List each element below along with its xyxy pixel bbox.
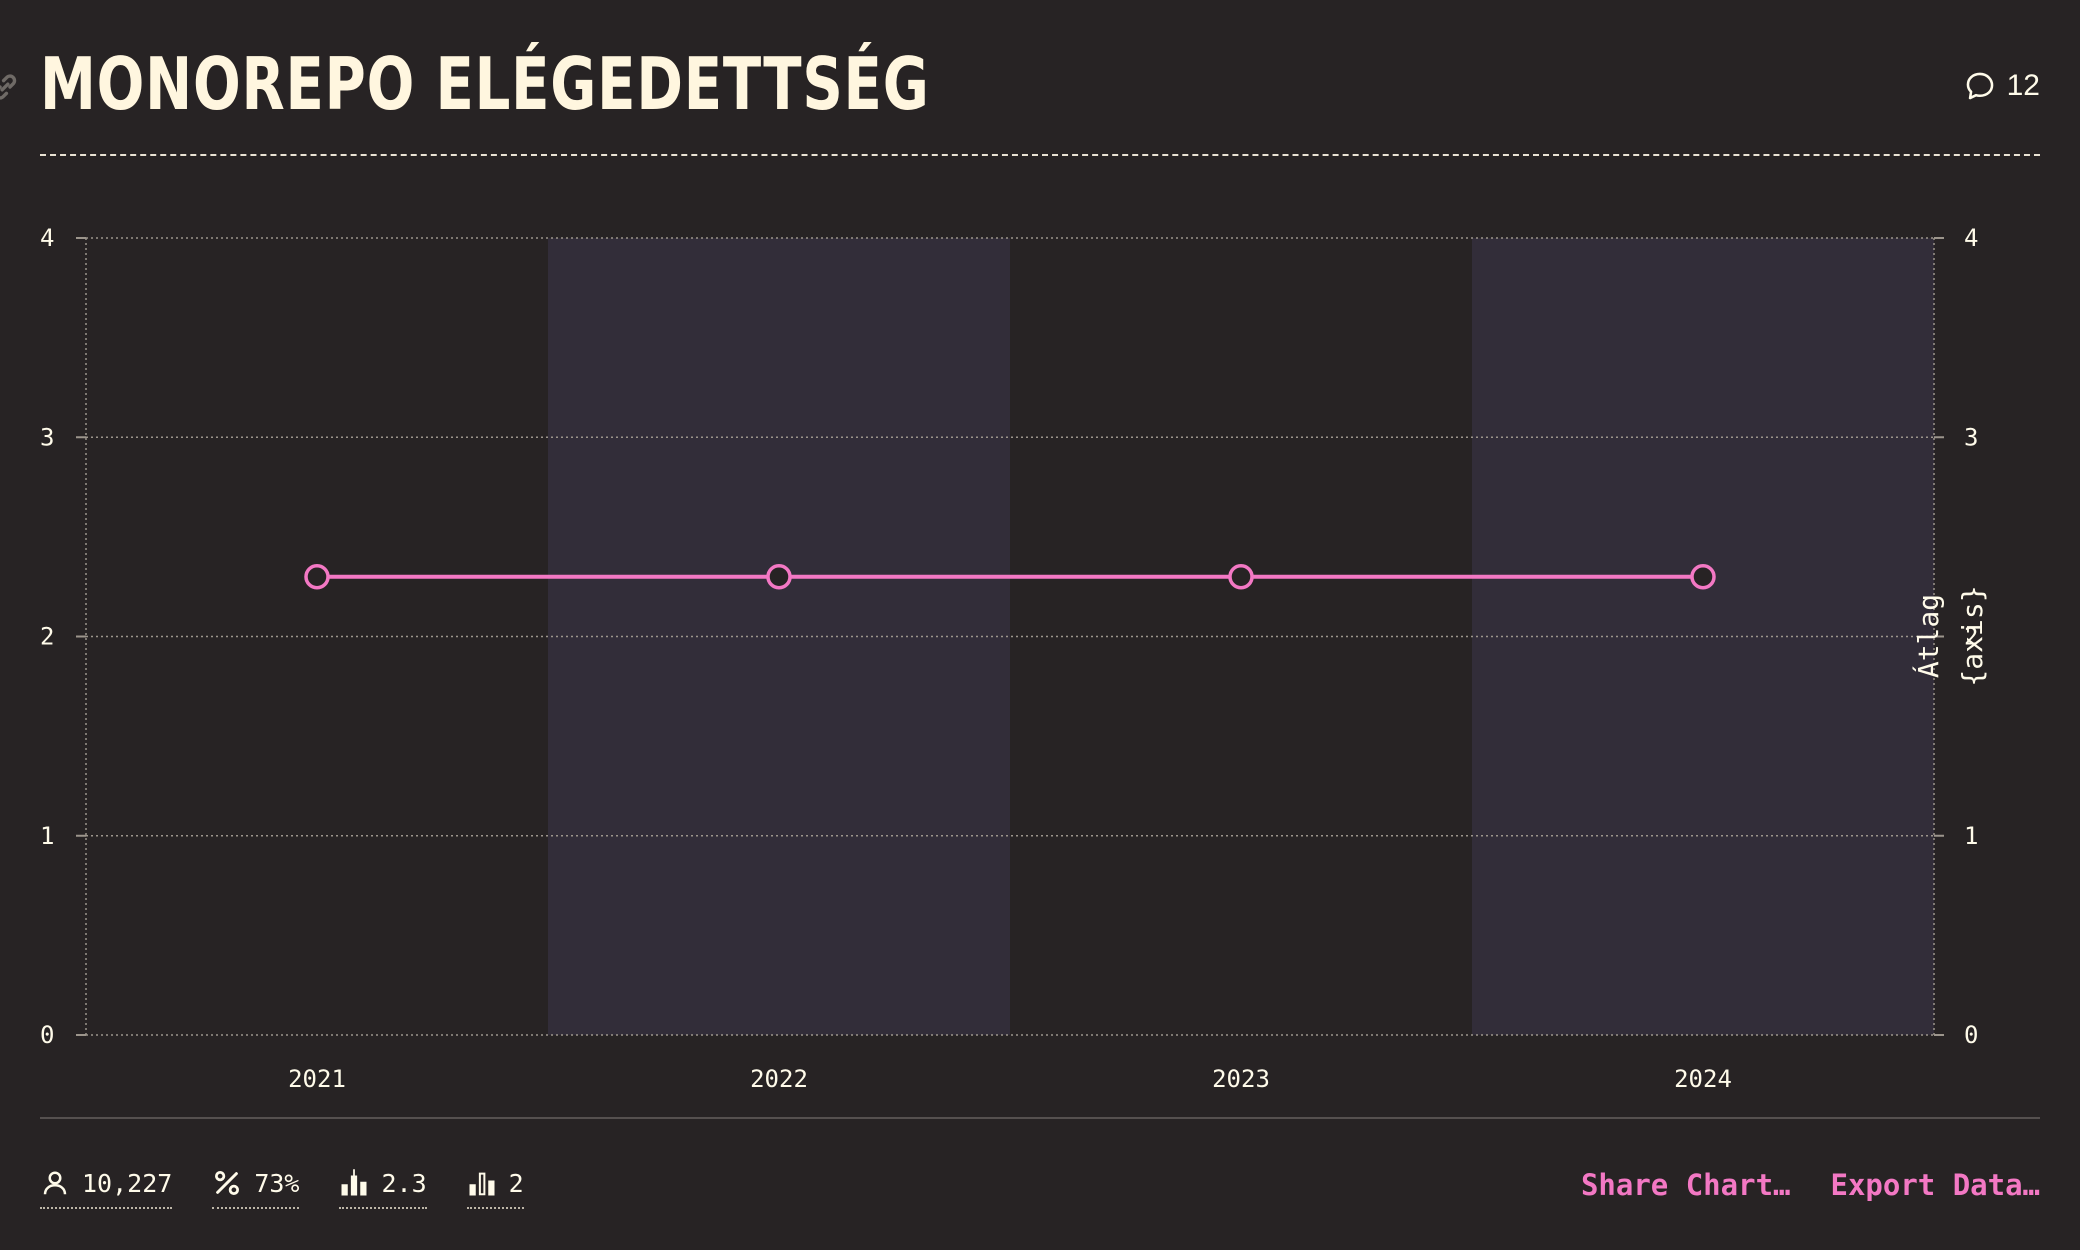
export-data-button[interactable]: Export Data… [1830,1168,2040,1202]
percent-icon [215,1171,240,1195]
y-tick-label-right: 1 [1964,822,1978,850]
comment-count: 12 [2006,69,2040,102]
stat-average-value: 2.3 [381,1168,427,1198]
link-icon[interactable] [0,70,22,104]
stat-average[interactable]: 2.3 [339,1161,427,1209]
stat-respondents-value: 10,227 [82,1168,173,1198]
stat-percent-value: 73% [254,1168,300,1198]
y-tick-label: 2 [40,623,54,651]
data-point [766,563,792,590]
y-axis-title-right: Átlag [1911,594,1945,678]
x-tick-label: 2022 [750,1065,808,1093]
y-tick-label: 0 [40,1021,54,1049]
user-icon [43,1171,67,1195]
bar-chart-icon [341,1169,367,1196]
y-tick-label-right: 2 [1964,623,1978,651]
chart-title: MONOREPO ELÉGEDETTSÉG [40,42,930,126]
footer-divider [40,1117,2040,1119]
stat-median-value: 2 [508,1168,524,1198]
comments-button[interactable]: 12 [1963,66,2040,106]
y-tick-label: 4 [40,224,54,252]
x-tick-label: 2023 [1212,1065,1270,1093]
stat-median[interactable]: 2 [466,1161,524,1209]
share-chart-button[interactable]: Share Chart… [1580,1168,1791,1202]
x-tick-label: 2024 [1674,1065,1732,1093]
y-tick-label-right: 4 [1964,224,1978,252]
data-point [1228,563,1254,590]
header-divider [40,154,2040,156]
data-point [1690,563,1716,590]
y-tick-label-right: 3 [1964,423,1978,451]
y-tick-label: 3 [40,423,54,451]
stat-respondents[interactable]: 10,227 [40,1161,173,1209]
y-tick-label: 1 [40,822,54,850]
data-point [304,563,330,590]
x-tick-label: 2021 [288,1065,346,1093]
bar-chart-outline-icon [469,1172,495,1196]
stat-percent[interactable]: 73% [212,1161,300,1209]
y-axis-title-right: {axis} [1956,585,1989,686]
comment-icon [1966,72,1993,100]
footer-actions: Share Chart… Export Data… [1581,1160,2040,1210]
footer-stats: 10,227 73% 2.3 2 [40,1160,524,1210]
y-tick-label-right: 0 [1964,1021,1978,1049]
